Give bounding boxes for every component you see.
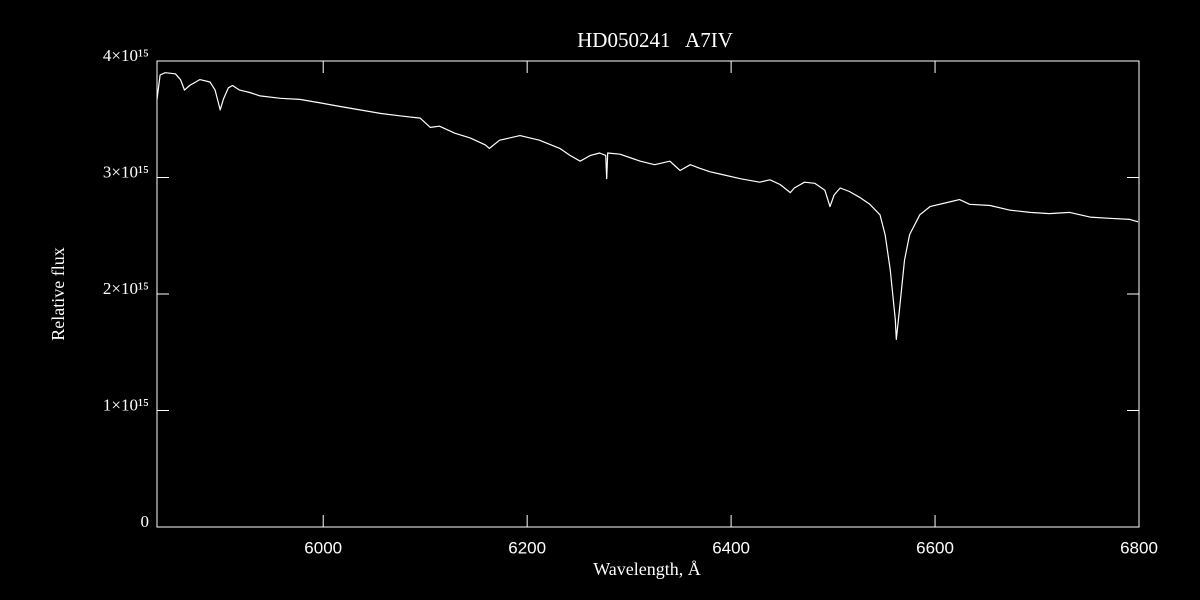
y-tick-label: 1×10¹⁵ xyxy=(103,395,149,414)
y-tick-label: 4×10¹⁵ xyxy=(103,46,149,65)
x-tick-label: 6000 xyxy=(304,538,342,557)
y-tick-label: 0 xyxy=(141,512,150,531)
spectrum-line xyxy=(156,72,1139,340)
y-tick-label: 3×10¹⁵ xyxy=(103,162,149,181)
y-tick-label: 2×10¹⁵ xyxy=(103,279,149,298)
x-tick-label: 6200 xyxy=(508,538,546,557)
chart-title: HD050241 A7IV xyxy=(577,28,733,52)
x-tick-label: 6800 xyxy=(1120,538,1158,557)
x-axis-label: Wavelength, Å xyxy=(593,559,701,579)
x-tick-label: 6400 xyxy=(712,538,750,557)
y-axis-label: Relative flux xyxy=(48,247,68,340)
x-tick-label: 6600 xyxy=(916,538,954,557)
